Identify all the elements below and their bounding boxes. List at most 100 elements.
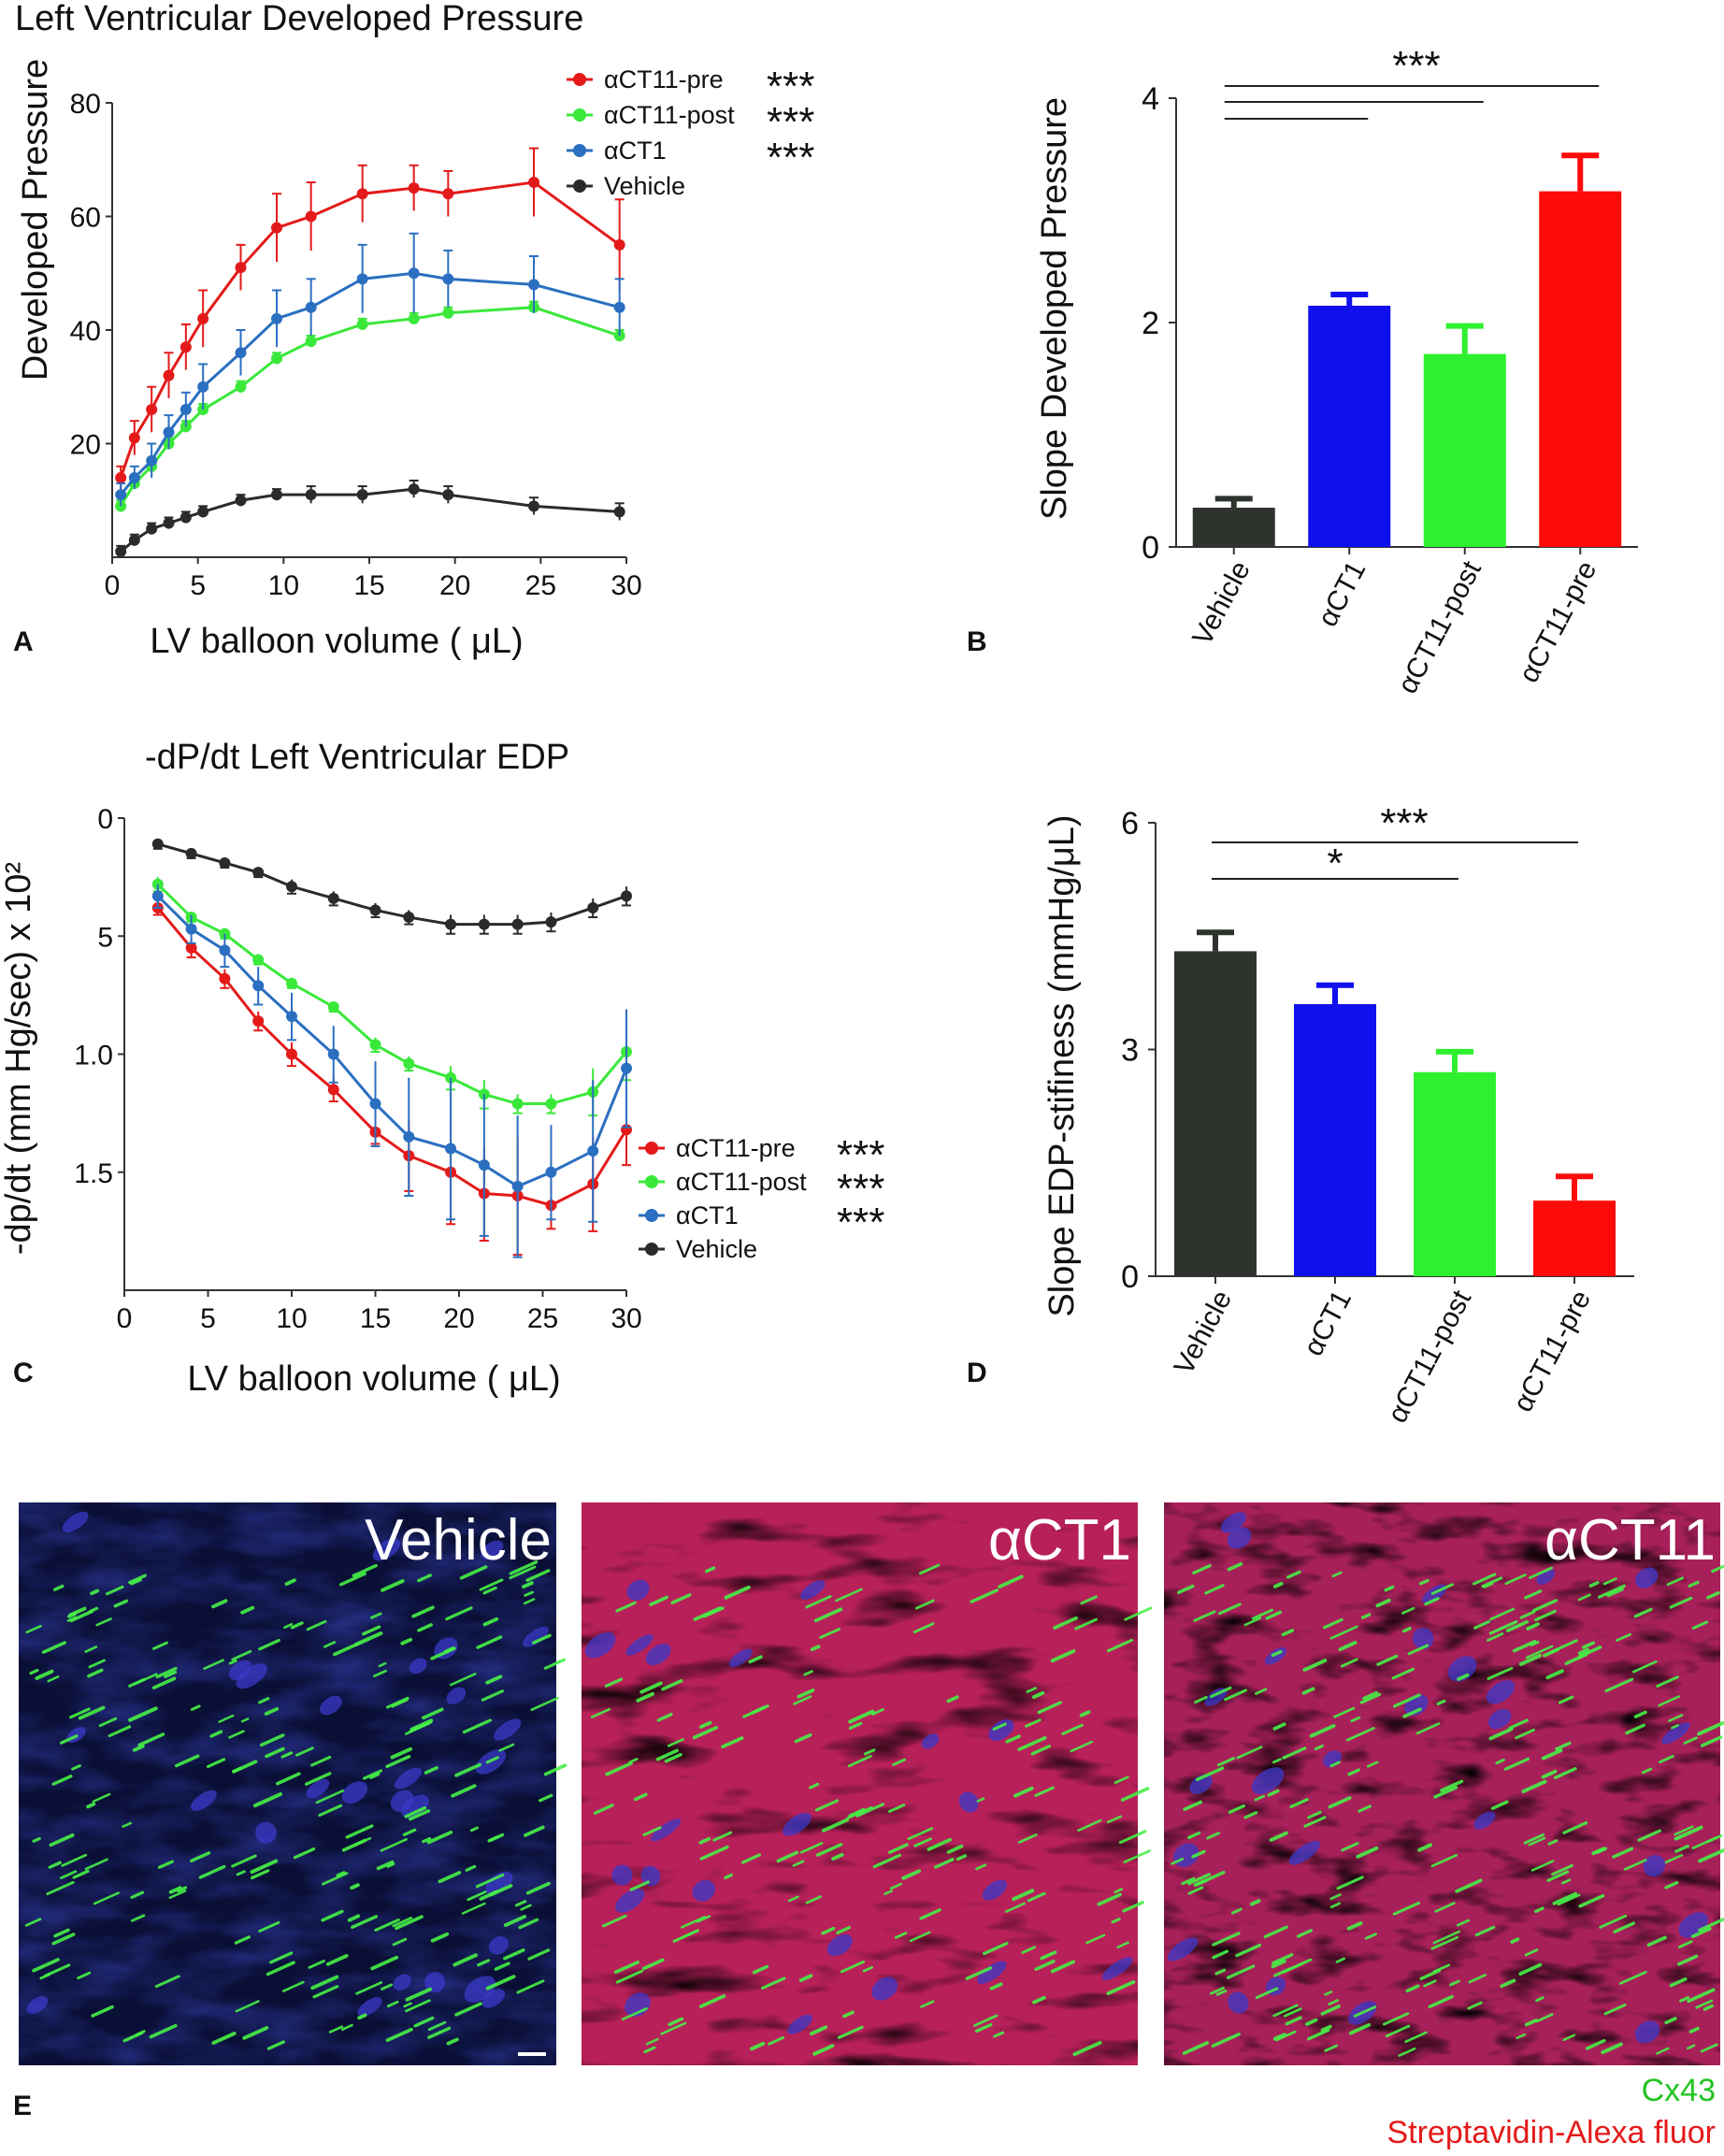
bar (1308, 306, 1391, 547)
cx43-dot (132, 1744, 145, 1752)
y-tick-label: 3 (1121, 1033, 1139, 1069)
cx43-dot (1521, 1779, 1547, 1793)
cx43-dot (1664, 1880, 1679, 1890)
data-point (511, 1098, 524, 1110)
cx43-dot (1362, 1690, 1378, 1701)
data-point (271, 352, 282, 365)
cx43-dot (798, 1974, 813, 1982)
panel-e: Vehicle αCT1 αCT11 E Cx43 Streptavidin-A… (13, 1502, 1724, 2150)
cx43-dot (918, 1563, 941, 1575)
series-group (115, 479, 625, 557)
cx43-dot (268, 1951, 294, 1964)
nucleus (626, 1579, 650, 1601)
cx43-dot (1430, 1583, 1454, 1595)
cx43-dot (1210, 1686, 1232, 1698)
cx43-dot (1392, 1901, 1420, 1916)
cx43-dot (405, 1987, 433, 2002)
cx43-dot (1281, 1629, 1295, 1637)
cx43-dot (1228, 1804, 1245, 1814)
data-point (271, 489, 282, 501)
caption-streptavidin: Streptavidin-Alexa fluor (1386, 2115, 1716, 2150)
nucleus (611, 1864, 633, 1886)
cx43-dot (281, 1980, 305, 1992)
cx43-dot (792, 1860, 805, 1867)
legend-significance: *** (837, 1166, 884, 1212)
nucleus (614, 1889, 645, 1913)
micrograph-act1: αCT1 (582, 1502, 1153, 2065)
data-point (545, 1166, 557, 1178)
cx43-dot (1658, 1695, 1681, 1707)
y-tick-label: 5 (97, 922, 113, 953)
cx43-dot (604, 1677, 624, 1688)
cx43-dot (855, 1803, 885, 1818)
bar-group (1414, 1048, 1496, 1276)
nucleus (1189, 1774, 1213, 1795)
cx43-dot (395, 1915, 424, 1931)
cx43-dot (72, 1869, 90, 1879)
cx43-dot (1359, 1692, 1382, 1704)
cx43-dot (975, 1863, 987, 1871)
nucleus (692, 1879, 716, 1902)
data-point (403, 1057, 415, 1070)
cx43-dot (1631, 1660, 1658, 1674)
cx43-dot (1182, 2041, 1210, 2055)
cx43-dot (258, 1920, 280, 1933)
cx43-dot (1037, 1701, 1062, 1715)
data-point (252, 867, 265, 879)
cx43-dot (1417, 1843, 1433, 1852)
cx43-dot (310, 1975, 339, 1991)
y-tick-label: 80 (70, 89, 101, 120)
cx43-dot (848, 1721, 863, 1731)
data-point (327, 1048, 339, 1060)
bar (1533, 1200, 1616, 1276)
cx43-dot (198, 1864, 226, 1879)
cx43-dot (1345, 1727, 1375, 1742)
cx43-dot (1516, 2033, 1526, 2039)
data-point (151, 838, 164, 850)
data-point (252, 980, 265, 992)
micrograph-vehicle: Vehicle (19, 1502, 567, 2065)
series-line (119, 306, 621, 508)
cx43-dot (919, 1908, 941, 1920)
cx43-dot (1541, 1748, 1563, 1761)
cx43-dot (259, 1733, 285, 1747)
cx43-dot (1255, 1987, 1279, 2000)
data-point (369, 1098, 381, 1110)
cx43-dot (155, 1666, 178, 1679)
cx43-dot (920, 2000, 935, 2008)
cx43-dot (1474, 1925, 1496, 1937)
nucleus (409, 1658, 427, 1674)
cx43-dot (1347, 1768, 1360, 1776)
cx43-dot (51, 1775, 73, 1786)
cx43-dot (203, 1659, 224, 1671)
cx43-dot (209, 1730, 223, 1738)
cx43-dot (391, 1698, 409, 1708)
cx43-dot (1214, 1968, 1227, 1976)
cx43-dot (751, 1705, 767, 1715)
cx43-dot (1562, 2034, 1576, 2041)
data-point (185, 923, 197, 935)
cx43-dot (1402, 1707, 1422, 1718)
cx43-dot (704, 1566, 716, 1574)
cx43-dot (77, 1971, 92, 1980)
cx43-dot (636, 1691, 654, 1703)
cx43-dot (1346, 1921, 1363, 1931)
cx43-dot (1215, 1989, 1228, 1996)
data-point (305, 301, 317, 313)
cx43-dot (1602, 1577, 1617, 1586)
cx43-dot (1338, 1641, 1358, 1652)
cx43-dot (362, 1625, 381, 1636)
cx43-dot (621, 2007, 648, 2021)
data-point (587, 1145, 599, 1157)
nucleus (1661, 1722, 1690, 1745)
cx43-dot (1216, 1757, 1235, 1767)
cx43-dot (1255, 1688, 1268, 1695)
cx43-dot (509, 1560, 539, 1575)
cx43-dot (1705, 1834, 1723, 1844)
cx43-dot (390, 1746, 412, 1760)
nucleus (1101, 1957, 1133, 1980)
cx43-dot (284, 1578, 296, 1587)
cx43-dot (1633, 1710, 1647, 1718)
cx43-dot (1534, 1609, 1557, 1622)
cx43-dot (258, 1697, 270, 1704)
